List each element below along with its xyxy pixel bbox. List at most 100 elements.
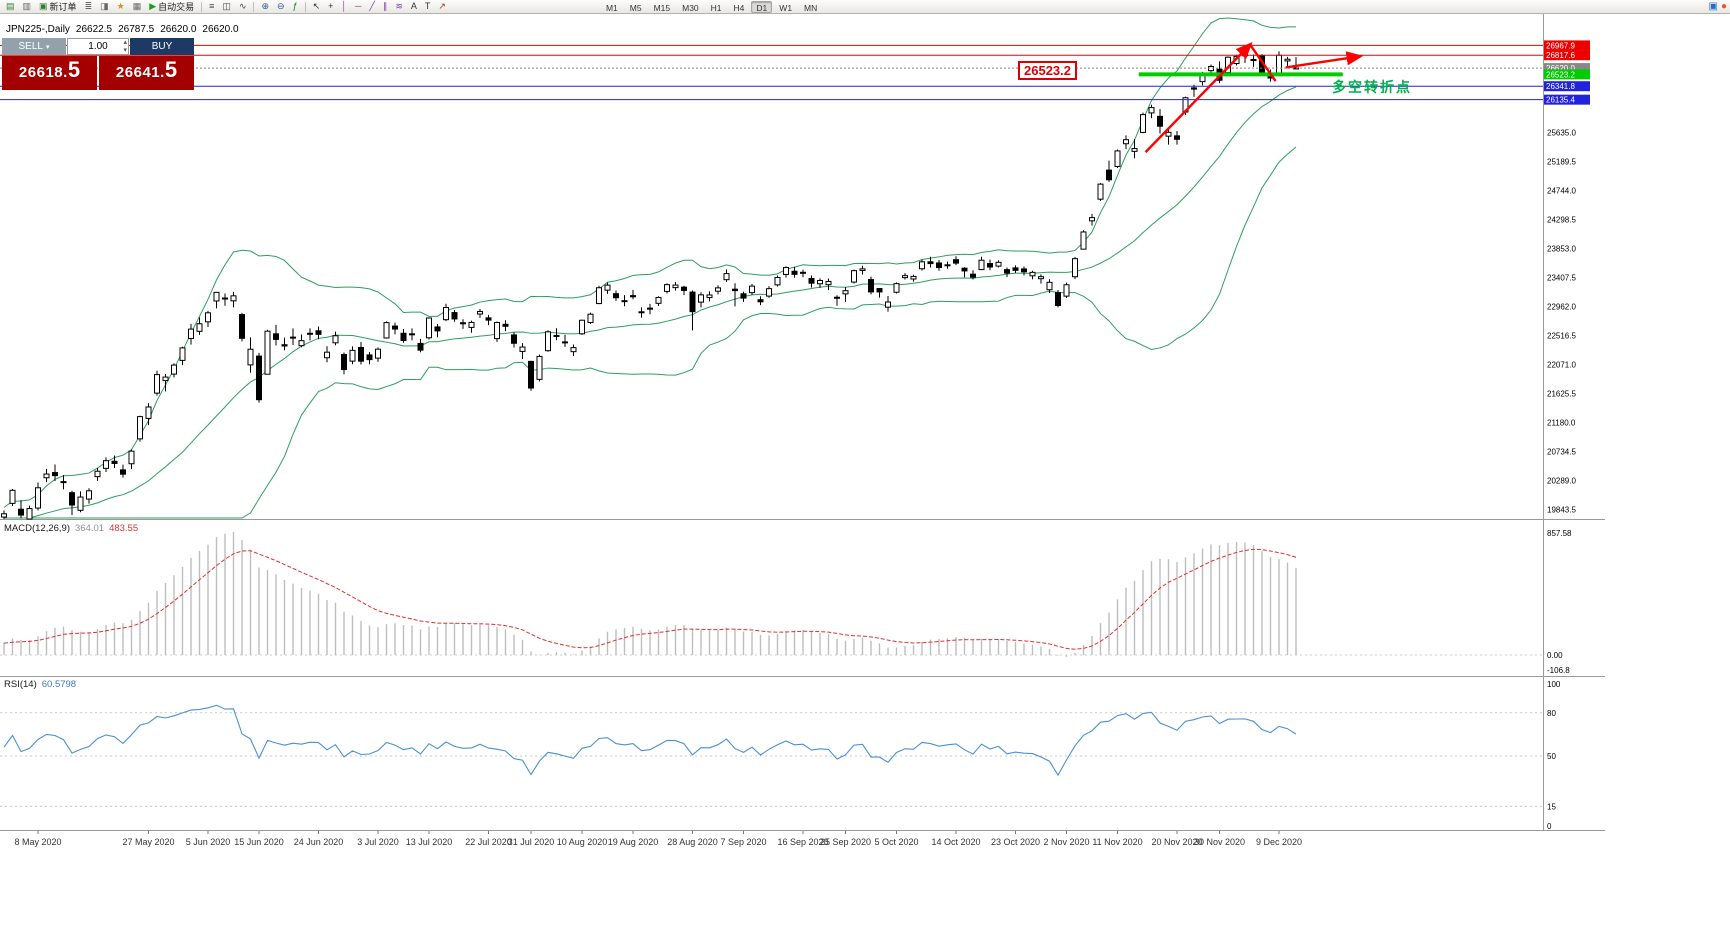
- svg-text:-106.8: -106.8: [1547, 666, 1570, 675]
- market-watch-icon[interactable]: ≣: [82, 1, 96, 13]
- data-window-icon[interactable]: ◨: [97, 1, 112, 13]
- new-chart-icon[interactable]: ▤: [3, 1, 18, 13]
- svg-text:100: 100: [1547, 680, 1561, 689]
- navigator-icon[interactable]: ★: [114, 1, 128, 13]
- buy-button-label: BUY: [151, 41, 173, 52]
- community-icon[interactable]: ▣: [1708, 1, 1718, 12]
- svg-text:5 Jun 2020: 5 Jun 2020: [186, 837, 231, 847]
- zoom-out-icon[interactable]: ⊖: [274, 1, 288, 13]
- macd-name: MACD(12,26,9): [4, 523, 70, 534]
- svg-text:20289.0: 20289.0: [1547, 477, 1576, 486]
- price-callout-label: 26523.2: [1018, 61, 1077, 80]
- sell-button[interactable]: SELL ▾: [2, 38, 66, 55]
- svg-text:20734.5: 20734.5: [1547, 448, 1576, 457]
- svg-text:22071.0: 22071.0: [1547, 361, 1576, 370]
- channel-icon[interactable]: ∥: [380, 1, 391, 13]
- svg-text:24744.0: 24744.0: [1547, 186, 1576, 195]
- svg-text:26967.9: 26967.9: [1546, 41, 1575, 50]
- svg-text:0.00: 0.00: [1547, 651, 1563, 660]
- svg-text:11 Nov 2020: 11 Nov 2020: [1092, 837, 1142, 847]
- timeframe-h4[interactable]: H4: [733, 2, 745, 13]
- timeframe-mn[interactable]: MN: [804, 2, 818, 13]
- svg-text:3 Jul 2020: 3 Jul 2020: [357, 837, 399, 847]
- candlestick-chart-icon[interactable]: ◫: [219, 1, 234, 13]
- candlestick-chart-icon: ◫: [222, 1, 231, 11]
- timeframe-m1[interactable]: M1: [605, 2, 618, 13]
- indicators-icon: ƒ: [292, 1, 298, 11]
- timeframe-d1[interactable]: D1: [751, 0, 773, 13]
- spinner-up-icon[interactable]: ▴: [123, 39, 127, 46]
- svg-text:23407.5: 23407.5: [1547, 273, 1576, 282]
- indicators-icon[interactable]: ƒ: [290, 1, 301, 13]
- arrows-icon: ↗: [438, 1, 446, 11]
- svg-text:22 Jul 2020: 22 Jul 2020: [465, 837, 512, 847]
- zoom-in-icon[interactable]: ⊕: [258, 1, 272, 13]
- svg-text:9 Dec 2020: 9 Dec 2020: [1256, 837, 1302, 847]
- candles: [1, 50, 1299, 520]
- autotrading-button-label: 自动交易: [158, 2, 195, 12]
- timeframe-m15[interactable]: M15: [653, 2, 671, 13]
- rsi-name: RSI(14): [4, 679, 37, 690]
- svg-text:26620.0: 26620.0: [1546, 64, 1575, 73]
- turning-point-text: 多空转折点: [1332, 79, 1412, 95]
- bar-chart-icon: ≡: [209, 1, 215, 11]
- cursor-icon[interactable]: ↖: [310, 1, 324, 13]
- svg-text:25635.0: 25635.0: [1547, 128, 1576, 137]
- autotrading-icon: ▶: [149, 1, 157, 11]
- svg-text:21180.0: 21180.0: [1547, 419, 1576, 428]
- terminal-icon[interactable]: ▦: [130, 1, 145, 13]
- timeframe-h1[interactable]: H1: [710, 2, 722, 13]
- new-order-icon: ▣: [39, 1, 48, 11]
- line-chart-icon[interactable]: ∿: [236, 1, 250, 13]
- toolbar-separator: [201, 1, 203, 12]
- bar-chart-icon[interactable]: ≡: [206, 1, 217, 13]
- buy-price-pip: 5: [164, 57, 178, 82]
- new-order-button[interactable]: ▣ 新订单: [36, 1, 80, 13]
- profiles-icon[interactable]: ▥: [20, 1, 35, 13]
- rsi-panel: 100 80 50 15 0: [0, 680, 1561, 831]
- sell-price-pip: 5: [67, 57, 81, 82]
- svg-text:24 Jun 2020: 24 Jun 2020: [294, 837, 344, 847]
- label-icon[interactable]: T: [422, 1, 434, 13]
- svg-text:26135.4: 26135.4: [1546, 96, 1575, 105]
- cursor-icon: ↖: [312, 1, 321, 11]
- svg-text:15: 15: [1547, 802, 1556, 811]
- one-click-trading-panel: SELL ▾ 1.00 ▴ ▾ BUY 26618. 5 26641. 5: [2, 38, 194, 90]
- volume-value: 1.00: [88, 41, 108, 52]
- horizontal-line-icon[interactable]: ─: [352, 1, 364, 13]
- alert-icon[interactable]: ●: [1720, 1, 1727, 12]
- high-value: 26787.5: [118, 24, 155, 35]
- text-icon: A: [410, 1, 417, 11]
- channel-icon: ∥: [382, 1, 388, 11]
- volume-input[interactable]: 1.00 ▴ ▾: [67, 38, 129, 55]
- autotrading-button[interactable]: ▶ 自动交易: [146, 1, 197, 13]
- vertical-line-icon[interactable]: │: [338, 1, 350, 13]
- market-watch-icon: ≣: [84, 1, 93, 11]
- crosshair-icon[interactable]: +: [325, 1, 336, 13]
- arrows-icon[interactable]: ↗: [435, 1, 449, 13]
- trendline-icon[interactable]: ╱: [366, 1, 377, 13]
- buy-button[interactable]: BUY: [130, 38, 194, 55]
- macd-label: MACD(12,26,9) 364.01 483.55: [4, 523, 138, 534]
- sell-button-label: SELL: [18, 41, 43, 52]
- buy-price-button[interactable]: 26641. 5: [99, 56, 194, 90]
- ohlc-header: JPN225-,Daily 26622.5 26787.5 26620.0 26…: [6, 24, 239, 35]
- timeframe-w1[interactable]: W1: [779, 2, 793, 13]
- fibonacci-icon[interactable]: ≋: [392, 1, 406, 13]
- profiles-icon: ▥: [22, 1, 32, 11]
- svg-text:22962.0: 22962.0: [1547, 302, 1576, 311]
- toolbar: ▤ ▥ ▣ 新订单 ≣ ◨ ★ ▦ ▶ 自动交易 ≡ ◫ ∿ ⊕ ⊖ ƒ ↖ + │ ─ ╱ ∥ ≋ A T ↗ M1 M5 M15 M3…: [0, 0, 1730, 14]
- volume-spinner[interactable]: ▴ ▾: [123, 39, 127, 55]
- timeframe-m5[interactable]: M5: [629, 2, 642, 13]
- timeframe-m30[interactable]: M30: [682, 2, 699, 13]
- chevron-down-icon: ▾: [45, 43, 50, 51]
- svg-text:26523.2: 26523.2: [1546, 70, 1575, 79]
- line-chart-icon: ∿: [238, 1, 247, 11]
- text-icon[interactable]: A: [408, 1, 420, 13]
- bollinger-bands: [3, 17, 1297, 519]
- svg-text:30 Nov 2020: 30 Nov 2020: [1194, 837, 1245, 847]
- spinner-down-icon[interactable]: ▾: [123, 47, 127, 54]
- sell-price-button[interactable]: 26618. 5: [2, 56, 97, 90]
